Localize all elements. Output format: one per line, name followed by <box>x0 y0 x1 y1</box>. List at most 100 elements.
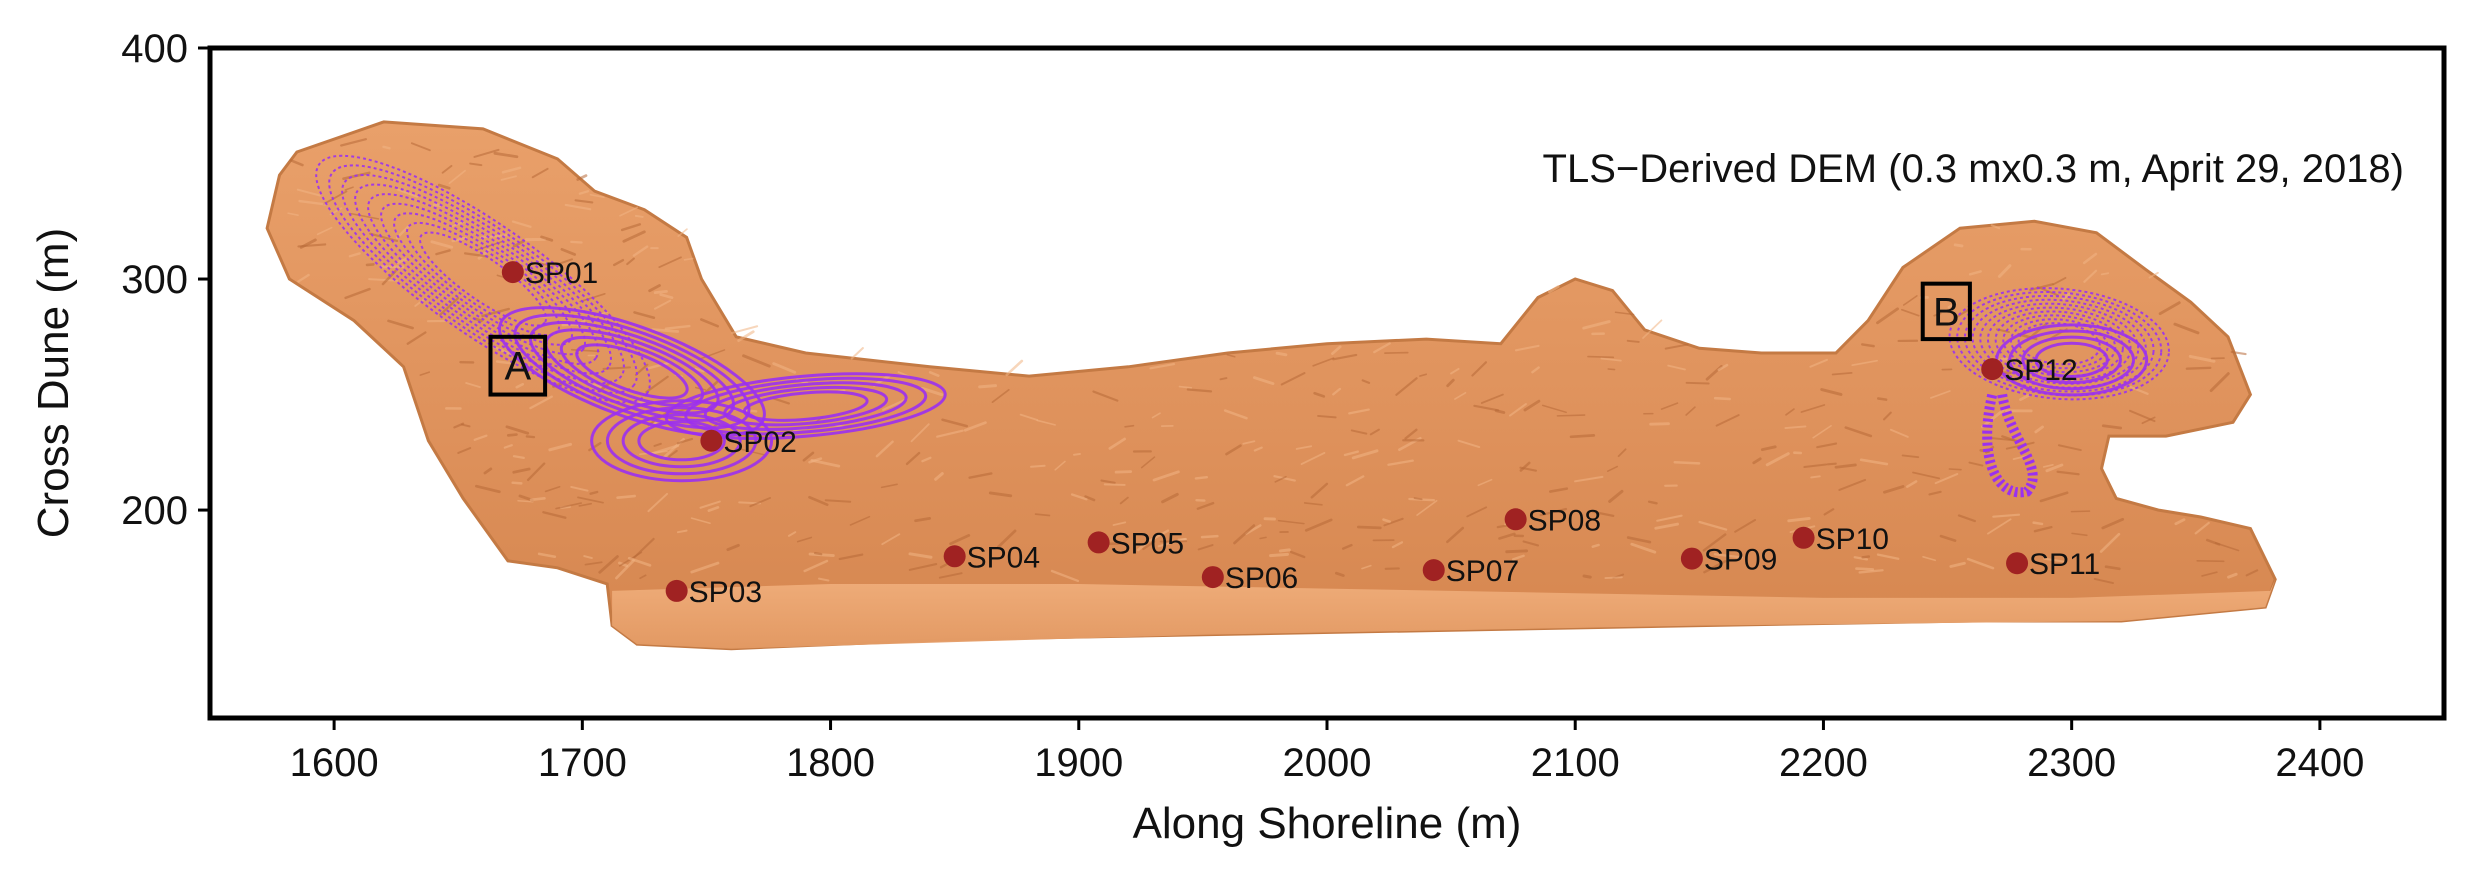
hillshade-stroke <box>296 188 321 197</box>
sample-point-sp01 <box>501 261 524 284</box>
hillshade-stroke <box>1108 437 1126 450</box>
hillshade-stroke <box>2173 322 2200 335</box>
annotation-label-a: A <box>504 345 531 389</box>
hillshade-stroke <box>664 324 691 330</box>
hillshade-stroke <box>1361 379 1371 384</box>
hillshade-stroke <box>1876 553 1900 560</box>
hillshade-stroke <box>803 559 829 573</box>
track-loop <box>354 183 612 375</box>
hillshade-stroke <box>1877 397 1888 401</box>
hillshade-stroke <box>850 347 864 360</box>
hillshade-stroke <box>570 240 583 244</box>
hillshade-stroke <box>1883 485 1905 494</box>
hillshade-stroke <box>1810 475 1821 479</box>
hillshade-stroke <box>1289 550 1306 559</box>
hillshade-stroke <box>2099 532 2121 553</box>
hillshade-stroke <box>564 203 592 211</box>
hillshade-stroke <box>503 444 513 449</box>
hillshade-stroke <box>1912 471 1941 480</box>
hillshade-stroke <box>515 382 525 389</box>
hillshade-stroke <box>668 449 678 458</box>
hillshade-stroke <box>2194 521 2210 535</box>
hillshade-stroke <box>495 360 514 365</box>
hillshade-stroke <box>690 517 711 524</box>
hillshade-stroke <box>506 433 518 437</box>
sample-label-sp05: SP05 <box>1111 527 1184 560</box>
hillshade-stroke <box>936 429 964 438</box>
hillshade-stroke <box>1939 534 1957 542</box>
hillshade-stroke <box>1934 473 1959 485</box>
hillshade-stroke <box>634 214 644 218</box>
sample-point-sp04 <box>943 545 966 568</box>
hillshade-stroke <box>1608 489 1624 503</box>
sample-points: SP01 SP02 SP03 SP04 SP05 SP06 SP07 SP08 SP09 SP10… <box>501 257 2100 609</box>
hillshade-stroke <box>1523 399 1541 412</box>
hillshade-stroke <box>880 483 898 489</box>
hillshade-stroke <box>1861 555 1871 559</box>
hillshade-stroke <box>2039 491 2069 503</box>
hillshade-stroke <box>654 299 672 310</box>
hillshade-stroke <box>570 485 589 492</box>
x-axis-ticks: 1600 1700 1800 1900 2000 2100 2200 2300 2400 <box>290 718 2364 785</box>
hillshade-stroke <box>1119 496 1129 505</box>
hillshade-stroke <box>1514 344 1540 352</box>
track-loop <box>590 399 774 483</box>
track-loop <box>1948 287 2170 401</box>
hillshade-stroke <box>1219 377 1228 381</box>
hillshade-stroke <box>473 317 483 323</box>
hillshade-stroke <box>1356 525 1382 530</box>
hillshade-stroke <box>2034 425 2044 434</box>
hillshade-stroke <box>1816 442 1838 449</box>
hillshade-stroke <box>1019 413 1039 421</box>
hillshade-stroke <box>1990 224 2001 230</box>
hillshade-stroke <box>2043 557 2066 563</box>
hillshade-stroke <box>475 484 501 494</box>
track-loop <box>1994 310 2124 377</box>
hillshade-stroke <box>1855 567 1875 571</box>
hillshade-stroke <box>2201 571 2218 577</box>
x-tick-label: 1900 <box>1034 741 1123 785</box>
hillshade-stroke <box>619 206 639 217</box>
hillshade-stroke <box>633 311 656 320</box>
hillshade-stroke <box>1656 514 1683 522</box>
hillshade-stroke <box>344 287 371 300</box>
hillshade-stroke <box>1073 452 1081 456</box>
hillshade-stroke <box>1809 358 1828 368</box>
hillshade-stroke <box>1858 569 1884 574</box>
hillshade-stroke <box>1140 456 1156 469</box>
hillshade-stroke <box>1901 454 1920 459</box>
hillshade-stroke <box>1667 364 1686 371</box>
hillshade-stroke <box>500 175 517 181</box>
sample-point-sp07 <box>1422 559 1445 582</box>
hillshade-stroke <box>1997 264 2012 278</box>
hillshade-stroke <box>653 442 662 447</box>
hillshade-stroke <box>676 529 688 534</box>
sample-label-sp10: SP10 <box>1816 523 1889 556</box>
hillshade-stroke <box>365 263 375 267</box>
track-loop <box>341 173 625 385</box>
hillshade-stroke <box>676 437 694 445</box>
hillshade-stroke <box>2101 517 2125 530</box>
hillshade-stroke <box>1277 519 1305 525</box>
hillshade-stroke <box>1373 342 1391 354</box>
hillshade-stroke <box>1274 475 1287 483</box>
hillshade-stroke <box>1341 543 1353 550</box>
hillshade-stroke <box>577 496 604 504</box>
hillshade-stroke <box>2205 538 2221 546</box>
hillshade-stroke <box>537 552 557 558</box>
x-tick-label: 2200 <box>1779 741 1868 785</box>
hillshade-stroke <box>1331 345 1342 355</box>
hillshade-stroke <box>1300 452 1326 466</box>
hillshade-stroke <box>1954 307 1971 319</box>
track-loop <box>2034 341 2109 379</box>
hillshade-stroke <box>1787 516 1811 523</box>
hillshade-stroke <box>1928 490 1942 496</box>
hillshade-stroke <box>344 186 354 191</box>
track-loop <box>1956 290 2163 397</box>
annotation-label-b: B <box>1933 290 1960 334</box>
hillshade-stroke <box>1103 483 1126 486</box>
hillshade-stroke <box>616 494 636 499</box>
hillshade-stroke <box>1303 502 1323 506</box>
hillshade-stroke <box>1473 404 1500 412</box>
